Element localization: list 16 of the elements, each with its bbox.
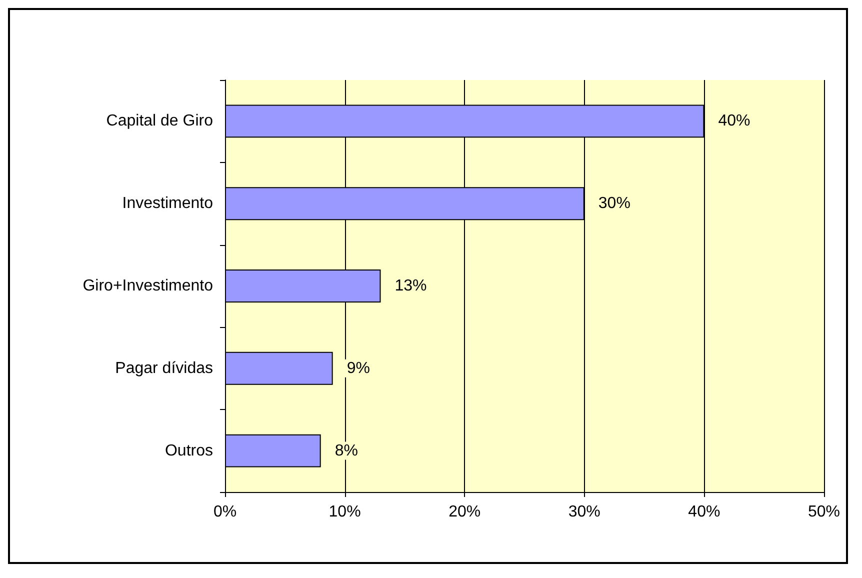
data-label: 9% (346, 360, 370, 377)
y-tick-label: Giro+Investimento (82, 278, 214, 294)
y-tick-label: Investimento (122, 195, 214, 212)
x-tick-label: 40% (688, 504, 720, 520)
data-label: 30% (598, 195, 630, 212)
x-tick-label: 20% (448, 504, 481, 520)
x-tick-label: 30% (568, 504, 600, 520)
data-label: 8% (334, 442, 358, 460)
data-label: 40% (718, 112, 750, 130)
x-tick-label: 50% (808, 504, 840, 520)
y-tick-label: Capital de Giro (106, 112, 214, 130)
x-tick-label: 0% (213, 504, 237, 520)
y-tick-label: Pagar dívidas (115, 360, 213, 377)
data-label: 13% (394, 278, 427, 294)
y-tick-label: Outros (164, 442, 213, 460)
x-tick-label: 10% (328, 504, 361, 520)
